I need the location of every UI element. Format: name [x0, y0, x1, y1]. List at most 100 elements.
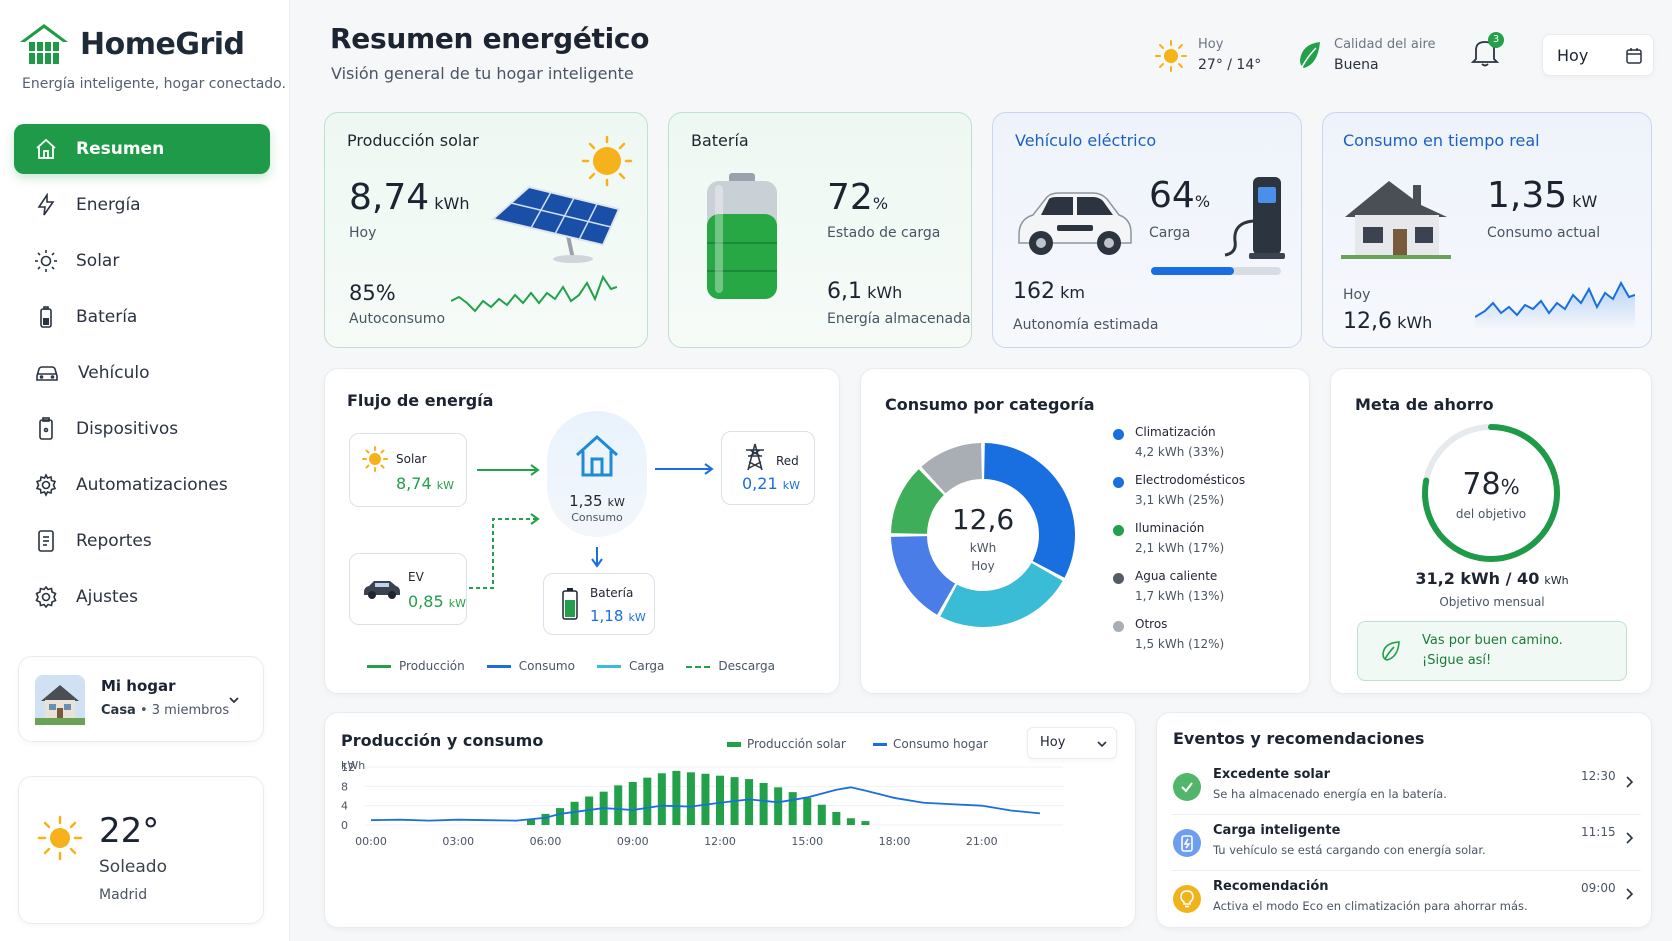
flow-solar-value-row: 8,74 kW: [396, 474, 454, 493]
nav-item-resumen[interactable]: Resumen: [14, 124, 270, 174]
flow-ev-value: 0,85: [408, 592, 444, 611]
production-chart-card: Producción y consumo Producción solar Co…: [324, 712, 1136, 928]
flow-title: Flujo de energía: [347, 391, 494, 410]
flow-home-node[interactable]: 1,35 kW Consumo: [547, 411, 647, 537]
header-air-label: Calidad del aire: [1334, 37, 1436, 52]
goal-progress-ring: [1422, 424, 1560, 562]
charger-station-icon: [1224, 177, 1285, 259]
house-avatar-icon: [35, 675, 85, 725]
flow-grid-label: Red: [776, 454, 799, 468]
prod-range-value: Hoy: [1040, 735, 1066, 750]
category-legend-item: Iluminación 2,1 kWh (17%): [1113, 521, 1303, 569]
page-title: Resumen energético: [330, 22, 650, 55]
ev-range-unit: km: [1060, 283, 1085, 302]
nav-item-automatizaciones[interactable]: Automatizaciones: [14, 460, 270, 510]
flow-home-label: Consumo: [571, 511, 623, 524]
nav-item-energia[interactable]: Energía: [14, 180, 270, 230]
category-legend-item: Otros 1,5 kWh (12%): [1113, 617, 1303, 665]
nav-item-ajustes[interactable]: Ajustes: [14, 572, 270, 622]
sun-icon: [37, 815, 83, 861]
flow-grid-unit: kW: [782, 479, 800, 492]
legend-produccion: Producción: [367, 659, 465, 673]
battery-illustration: [707, 173, 777, 299]
production-bar: [803, 797, 812, 825]
nav-label: Automatizaciones: [76, 475, 228, 495]
nav-label: Ajustes: [76, 587, 138, 607]
nav-item-reportes[interactable]: Reportes: [14, 516, 270, 566]
flow-solar-node[interactable]: Solar 8,74 kW: [349, 433, 467, 507]
home-selector[interactable]: Mi hogar Casa • 3 miembros: [18, 656, 264, 742]
solar-value: 8,74: [349, 177, 430, 218]
battery-card[interactable]: Batería 72% Estado de carga 6,1 kWh Ener…: [668, 112, 972, 348]
production-bar: [614, 785, 623, 825]
x-tick-label: 18:00: [879, 835, 911, 848]
production-bar: [759, 782, 768, 825]
goal-message-2: ¡Sigue así!: [1422, 653, 1492, 668]
goal-title: Meta de ahorro: [1355, 395, 1494, 414]
settings-gear-icon: [35, 585, 57, 609]
brand-logo[interactable]: HomeGrid: [18, 22, 245, 66]
realtime-unit: kW: [1572, 192, 1598, 211]
x-tick-label: 21:00: [966, 835, 998, 848]
flow-grid-node[interactable]: Red 0,21 kW: [721, 431, 815, 505]
legend-dot: [1113, 573, 1124, 584]
report-icon: [38, 530, 54, 552]
production-bar: [832, 811, 841, 825]
prod-legend-consumption: Consumo hogar: [873, 737, 988, 751]
event-row-excedente[interactable]: Excedente solar Se ha almacenado energía…: [1171, 759, 1641, 815]
goal-pct-unit: %: [1500, 475, 1520, 499]
energy-flow-card: Flujo de energía Solar 8,74 kW 1,35 kW C…: [324, 368, 840, 694]
header-weather-label: Hoy: [1198, 37, 1224, 52]
nav-item-bateria[interactable]: Batería: [14, 292, 270, 342]
home-members: 3 miembros: [151, 703, 230, 718]
prod-range-select[interactable]: Hoy: [1027, 727, 1117, 759]
brand-name: HomeGrid: [80, 26, 245, 62]
date-select[interactable]: Hoy: [1542, 34, 1654, 76]
battery-stored-row: 6,1 kWh: [827, 279, 902, 304]
realtime-card[interactable]: Consumo en tiempo real 1,35 kW Consumo a…: [1322, 112, 1652, 348]
ev-card[interactable]: Vehículo eléctrico 64% Carga 162 km Auto…: [992, 112, 1302, 348]
event-time: 12:30: [1581, 769, 1616, 783]
flow-ev-unit: kW: [448, 597, 466, 610]
battery-stored: 6,1: [827, 279, 862, 304]
prod-ylabel: kWh: [341, 759, 366, 772]
y-tick-label: 8: [341, 780, 348, 793]
check-icon: [1181, 782, 1193, 793]
sun-icon: [35, 250, 57, 272]
battery-icon: [40, 306, 52, 328]
flow-battery-node[interactable]: Batería 1,18 kW: [543, 573, 655, 635]
event-time: 11:15: [1581, 825, 1616, 839]
event-row-carga[interactable]: Carga inteligente Tu vehículo se está ca…: [1171, 815, 1641, 871]
nav-item-dispositivos[interactable]: Dispositivos: [14, 404, 270, 454]
goal-pct-label: del objetivo: [1455, 507, 1527, 521]
flow-solar-value: 8,74: [396, 474, 432, 493]
chevron-right-icon: [1626, 776, 1634, 788]
legend-dot: [1113, 429, 1124, 440]
device-icon: [39, 417, 53, 440]
flow-ev-value-row: 0,85 kW: [408, 592, 466, 611]
flow-ev-node[interactable]: EV 0,85 kW: [349, 553, 467, 625]
notifications-button[interactable]: 3: [1470, 32, 1504, 72]
x-tick-label: 15:00: [791, 835, 823, 848]
events-title: Eventos y recomendaciones: [1173, 729, 1425, 748]
event-title: Excedente solar: [1213, 767, 1331, 782]
ev-range-label: Autonomía estimada: [1013, 317, 1159, 333]
header-air-value: Buena: [1334, 57, 1379, 73]
event-row-recomendacion[interactable]: Recomendación Activa el modo Eco en clim…: [1171, 871, 1641, 927]
category-legend: Climatización 4,2 kWh (33%) Electrodomés…: [1113, 425, 1303, 665]
nav-item-vehiculo[interactable]: Vehículo: [14, 348, 270, 398]
prod-chart-title: Producción y consumo: [341, 731, 544, 750]
category-name: Otros: [1135, 617, 1168, 631]
category-name: Electrodomésticos: [1135, 473, 1246, 487]
date-select-value: Hoy: [1557, 46, 1589, 65]
solar-card[interactable]: Producción solar 8,74 kWh Hoy 85% Autoco…: [324, 112, 648, 348]
production-bar: [526, 819, 535, 825]
nav-label: Dispositivos: [76, 419, 179, 439]
ev-range-row: 162 km: [1013, 279, 1085, 304]
nav-item-solar[interactable]: Solar: [14, 236, 270, 286]
event-icon-bg: [1173, 829, 1201, 857]
category-detail: 3,1 kWh (25%): [1135, 493, 1225, 507]
flow-connectors: [469, 463, 714, 589]
ev-range: 162: [1013, 279, 1055, 304]
events-card: Eventos y recomendaciones Excedente sola…: [1156, 712, 1652, 928]
